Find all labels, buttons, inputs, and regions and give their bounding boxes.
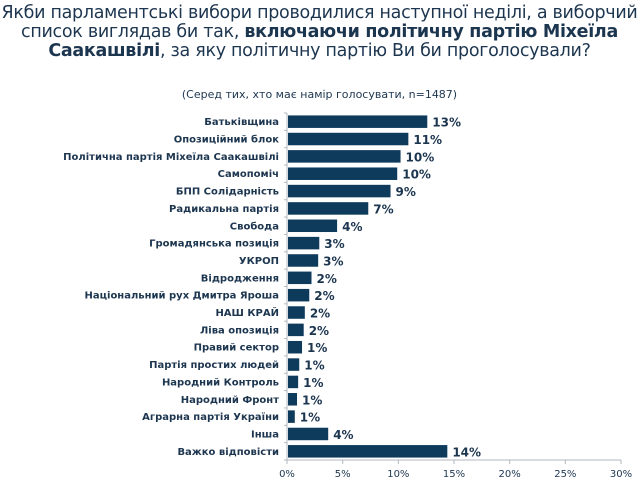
data-label: 1%: [300, 411, 320, 425]
data-label: 2%: [309, 324, 329, 338]
bar: [288, 375, 299, 389]
x-tick-label: 20%: [499, 469, 521, 480]
x-tick-label: 30%: [610, 469, 632, 480]
data-label: 1%: [303, 376, 323, 390]
x-tick-label: 25%: [554, 469, 576, 480]
bar: [288, 445, 448, 458]
category-label: Важко відповісти: [177, 447, 279, 458]
bar: [288, 150, 401, 163]
data-label: 2%: [316, 272, 336, 286]
data-label: 1%: [302, 393, 322, 407]
bar: [288, 132, 409, 146]
bar: [288, 167, 398, 180]
category-label: Партія простих людей: [149, 360, 279, 371]
bar: [288, 184, 391, 198]
category-label: Відродження: [201, 273, 279, 284]
category-label: Батьківщина: [204, 117, 279, 128]
chart-subtitle: (Серед тих, хто має намір голосувати, n=…: [181, 88, 458, 101]
data-label: 3%: [323, 254, 343, 268]
x-tick-label: 10%: [387, 469, 409, 480]
category-label: Аграрна партія України: [142, 411, 279, 423]
x-tick-label: 15%: [443, 469, 465, 480]
bar: [288, 115, 428, 128]
bar: [288, 427, 329, 441]
category-label: НАШ КРАЙ: [215, 306, 279, 319]
category-label: Політична партія Міхеїла Саакашвілі: [63, 151, 279, 163]
bar: [288, 323, 304, 337]
bar: [288, 254, 319, 267]
bar: [288, 288, 310, 302]
data-label: 11%: [413, 133, 442, 147]
x-tick-label: 0%: [279, 469, 295, 480]
data-label: 2%: [310, 307, 330, 321]
data-label: 9%: [396, 185, 416, 199]
data-label: 7%: [373, 202, 393, 216]
category-label: Ліва опозиція: [200, 325, 279, 336]
title-bold-text: включаючи політичну партію Міхеїла Саака…: [48, 22, 618, 61]
category-label: УКРОП: [239, 256, 279, 267]
bar: [288, 236, 320, 250]
title-text-end: , за яку політичну партію Ви би проголос…: [160, 41, 591, 61]
bar: [288, 340, 303, 354]
category-label: Народний Фронт: [181, 395, 279, 406]
x-tick-label: 5%: [335, 469, 351, 480]
category-label: Національний рух Дмитра Яроша: [84, 291, 279, 302]
category-label: Свобода: [230, 220, 279, 232]
chart-title: Якби парламентські вибори проводилися на…: [0, 4, 639, 61]
category-label: Правий сектор: [194, 343, 279, 354]
bar: [288, 358, 300, 371]
data-label: 14%: [452, 445, 481, 459]
bar: [288, 271, 312, 285]
data-label: 3%: [324, 237, 344, 251]
bar: [288, 306, 305, 319]
bar: [288, 202, 369, 215]
bar: [288, 410, 295, 423]
data-label: 1%: [307, 341, 327, 355]
data-label: 1%: [304, 359, 324, 373]
category-label: Громадянська позиція: [149, 239, 279, 250]
category-label: Радикальна партія: [169, 204, 279, 215]
category-label: Опозиційний блок: [174, 134, 280, 146]
title-text: Якби парламентські вибори проводилися на…: [1, 3, 638, 42]
category-label: Самопоміч: [218, 169, 279, 180]
category-label: Народний Контроль: [162, 377, 279, 388]
category-label: Інша: [251, 429, 279, 440]
data-label: 10%: [406, 150, 435, 164]
data-label: 2%: [314, 289, 334, 303]
data-label: 10%: [402, 168, 431, 182]
data-label: 13%: [432, 116, 461, 130]
bar: [288, 393, 298, 406]
data-label: 4%: [342, 220, 362, 234]
category-label: БПП Солідарність: [176, 187, 279, 198]
bar: [288, 219, 338, 233]
data-label: 4%: [333, 428, 353, 442]
